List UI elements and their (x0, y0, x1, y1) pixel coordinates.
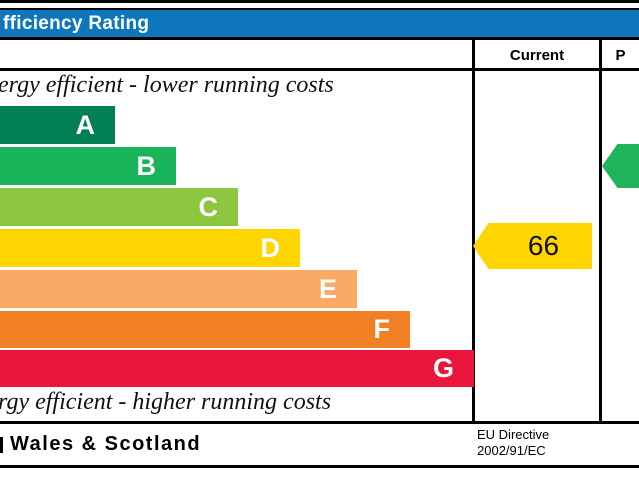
band-e-label: E (318, 274, 337, 304)
band-g-bar: G (0, 350, 474, 387)
band-a-label: A (75, 110, 96, 140)
annotation-higher-running-costs: rgy efficient - higher running costs (0, 389, 332, 415)
eu-directive-line2: 2002/91/EC (477, 442, 546, 458)
potential-rating-arrow (602, 144, 639, 188)
chart-bottom-line (0, 421, 639, 424)
band-g-label: G (432, 353, 454, 383)
header-bottom-line (0, 68, 639, 71)
cropped-text-fragment (0, 437, 3, 453)
band-c-label: C (198, 192, 219, 222)
current-column-divider (472, 40, 475, 424)
band-f-label: F (373, 314, 391, 344)
current-rating-value: 66 (527, 230, 560, 261)
annotation-lower-running-costs: ergy efficient - lower running costs (0, 72, 334, 98)
title-bar: fficiency Rating (0, 8, 639, 40)
page-title: fficiency Rating (3, 13, 150, 34)
band-c-bar: C (0, 188, 238, 226)
band-b-bar: B (0, 147, 176, 185)
region-label: Wales & Scotland (10, 433, 202, 455)
band-a-bar: A (0, 106, 115, 144)
eu-directive-line1: EU Directive (477, 427, 550, 442)
band-e-bar: E (0, 270, 357, 308)
current-column-header: Current (509, 47, 565, 64)
current-rating-arrow: 66 (473, 223, 592, 269)
band-f-bar: F (0, 311, 410, 348)
band-d-label: D (260, 233, 281, 263)
potential-column-header: P (615, 47, 626, 64)
band-d-bar: D (0, 229, 300, 267)
band-b-label: B (136, 151, 157, 181)
footer-bottom-line (0, 465, 639, 468)
eu-directive-label: EU Directive 2002/91/EC (477, 427, 549, 458)
potential-column-divider (599, 40, 602, 424)
top-border-line (0, 0, 639, 3)
